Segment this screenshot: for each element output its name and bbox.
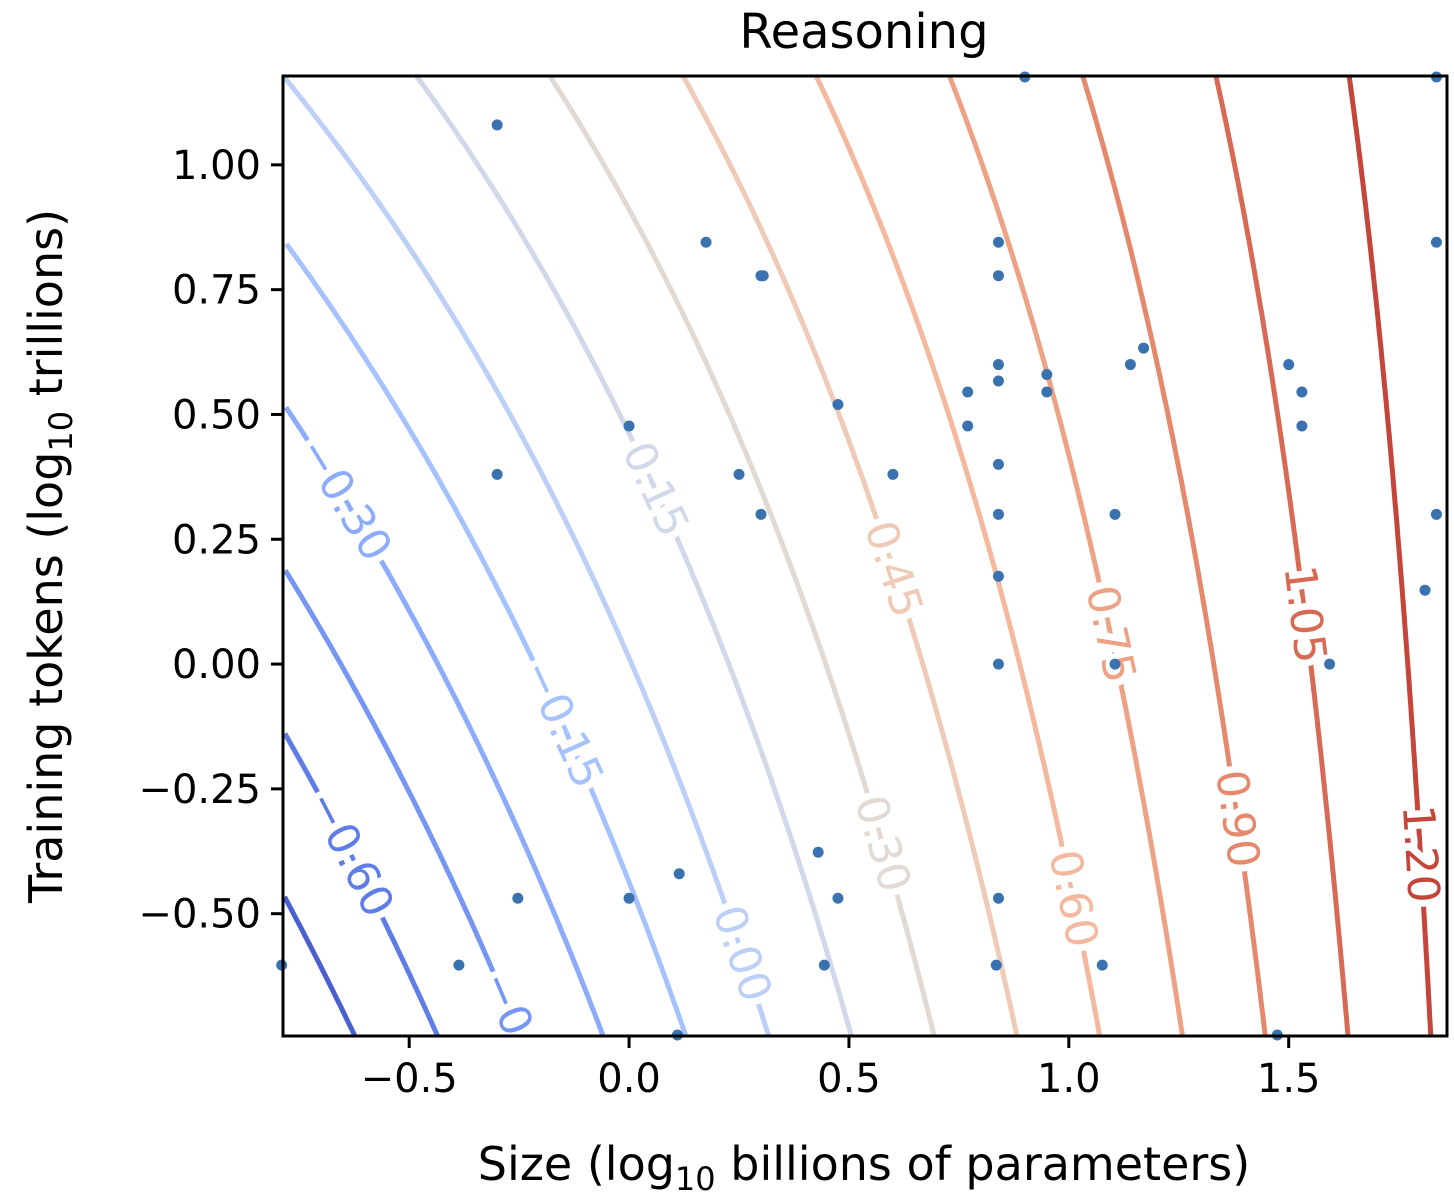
scatter-point — [1138, 342, 1150, 354]
x-tick-label: 1.0 — [1037, 1056, 1101, 1102]
contour-label: 0.90 — [1205, 767, 1269, 871]
x-tick-label: 1.5 — [1257, 1056, 1321, 1102]
scatter-point — [992, 359, 1004, 371]
scatter-point — [512, 892, 524, 904]
y-axis-ticks: −0.50 −0.25 0.00 0.25 0.50 0.75 1.00 — [138, 143, 283, 938]
scatter-points — [276, 71, 1442, 1041]
scatter-point — [757, 270, 769, 282]
contour-label: 0.45 — [854, 515, 933, 624]
scatter-point — [1419, 584, 1431, 596]
scatter-point — [700, 236, 712, 248]
scatter-point — [1324, 658, 1336, 670]
scatter-point — [992, 236, 1004, 248]
x-axis-label: Size (log10 billions of parameters) — [478, 1137, 1250, 1194]
chart-title: Reasoning — [739, 4, 988, 60]
contour-line — [282, 732, 440, 1038]
plot-frame — [281, 74, 1449, 1038]
scatter-point — [992, 508, 1004, 520]
contour-label: 0.15 — [612, 434, 699, 544]
y-tick-label: −0.50 — [138, 892, 261, 938]
scatter-point — [992, 458, 1004, 470]
contour-label: 0.30 — [844, 790, 920, 898]
contour-label: −0.60 — [297, 782, 404, 925]
y-axis-label: Training tokens (log10 trillions) — [19, 209, 80, 904]
contour-line — [281, 74, 772, 1037]
contour-label: −0.30 — [288, 429, 402, 571]
y-tick-label: 1.00 — [172, 143, 261, 189]
scatter-point — [1430, 236, 1442, 248]
scatter-point — [491, 119, 503, 131]
contour-line — [1080, 75, 1268, 1037]
scatter-point — [1296, 420, 1308, 432]
scatter-point — [992, 375, 1004, 387]
scatter-point — [623, 420, 635, 432]
y-tick-label: 0.50 — [172, 392, 261, 438]
scatter-point — [1109, 508, 1121, 520]
contour-label: −0.15 — [512, 652, 614, 796]
x-axis-ticks: −0.5 0.0 0.5 1.0 1.5 — [361, 1036, 1321, 1102]
scatter-point — [962, 386, 974, 398]
scatter-point — [818, 959, 830, 971]
scatter-point — [992, 570, 1004, 582]
scatter-point — [623, 892, 635, 904]
contour-line — [680, 74, 1020, 1037]
y-tick-label: 0.00 — [172, 642, 261, 688]
contour-line — [282, 895, 358, 1038]
contour-line — [414, 74, 854, 1037]
contour-label: 1.20 — [1392, 803, 1449, 904]
contour-line — [547, 74, 937, 1037]
x-tick-label: 0.5 — [817, 1056, 881, 1102]
contour-line — [284, 242, 689, 1037]
scatter-point — [1430, 508, 1442, 520]
scatter-point — [453, 959, 465, 971]
scatter-point — [992, 658, 1004, 670]
contour-label: 1.05 — [1273, 562, 1336, 665]
y-tick-label: −0.25 — [138, 767, 261, 813]
contour-line — [813, 74, 1103, 1037]
contour-line — [1346, 75, 1434, 1037]
scatter-point — [992, 892, 1004, 904]
y-tick-label: 0.25 — [172, 517, 261, 563]
scatter-point — [832, 398, 844, 410]
scatter-point — [962, 420, 974, 432]
scatter-point — [887, 468, 899, 480]
scatter-point — [1124, 359, 1136, 371]
scatter-point — [673, 868, 685, 880]
contour-line — [283, 569, 523, 1037]
scatter-point — [755, 508, 767, 520]
contour-label: 0.75 — [1075, 581, 1145, 687]
x-tick-label: −0.5 — [361, 1056, 458, 1102]
scatter-point — [733, 468, 745, 480]
scatter-point — [1283, 359, 1295, 371]
contour-label: 0.60 — [1038, 846, 1108, 952]
y-tick-label: 0.75 — [172, 268, 261, 314]
scatter-point — [812, 846, 824, 858]
scatter-point — [1296, 386, 1308, 398]
scatter-point — [1109, 658, 1121, 670]
scatter-point — [1096, 959, 1108, 971]
contour-label: −0 — [471, 964, 543, 1044]
contour-line — [283, 405, 606, 1037]
scatter-point — [1041, 386, 1053, 398]
contour-line — [947, 75, 1185, 1037]
contour-line — [1213, 75, 1351, 1037]
scatter-point — [992, 270, 1004, 282]
scatter-point — [491, 468, 503, 480]
contour-label: 0.00 — [702, 899, 782, 1008]
scatter-point — [1041, 369, 1053, 381]
contour-lines — [281, 74, 1434, 1038]
scatter-point — [832, 892, 844, 904]
scatter-point — [990, 959, 1002, 971]
x-tick-label: 0.0 — [597, 1056, 661, 1102]
